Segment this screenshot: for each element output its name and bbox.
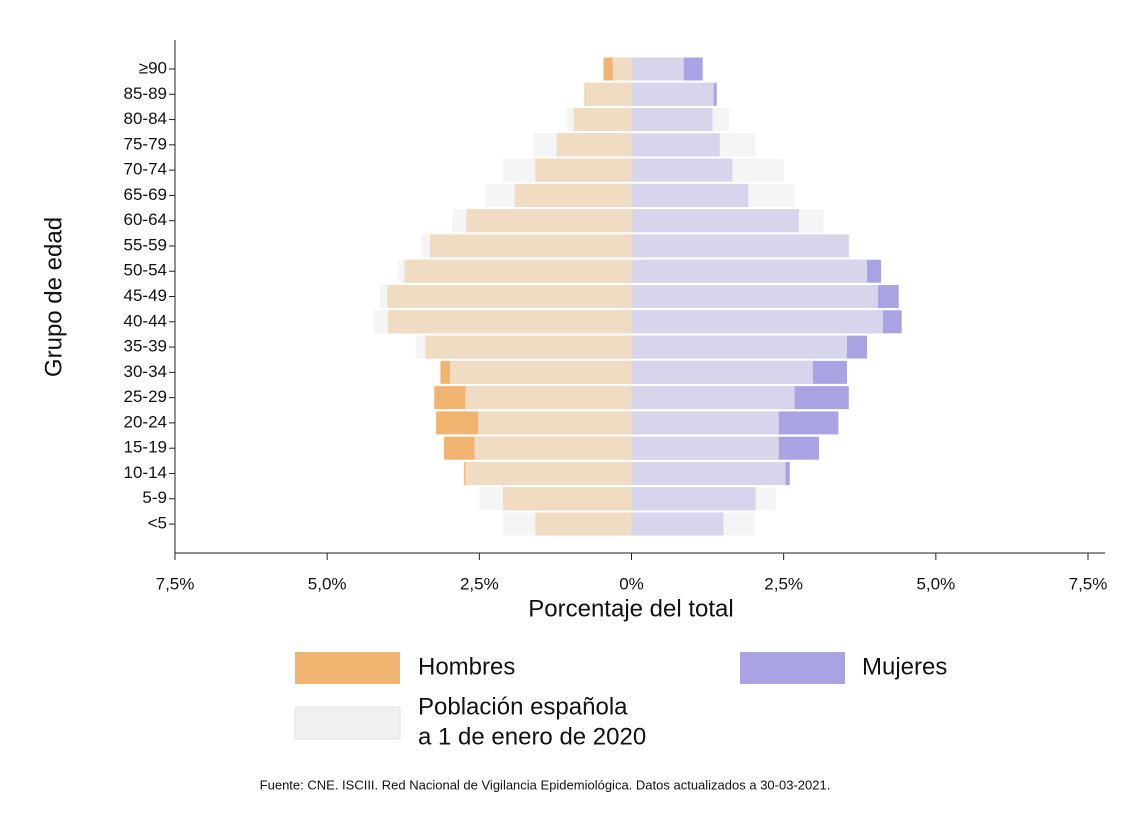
reference-bar	[478, 411, 632, 435]
reference-bar	[421, 234, 632, 258]
legend-label: Población española	[418, 693, 628, 720]
legend-label: Mujeres	[862, 653, 947, 680]
x-tick-label: 0%	[619, 574, 644, 593]
reference-bar	[479, 487, 632, 511]
y-tick-label: 55-59	[124, 235, 167, 254]
reference-bar	[631, 259, 868, 283]
x-tick-label: 7,5%	[156, 574, 195, 593]
reference-bar	[631, 386, 795, 410]
reference-bar	[465, 461, 632, 485]
legend-label: a 1 de enero de 2020	[418, 723, 646, 750]
x-tick-label: 2,5%	[764, 574, 803, 593]
y-tick-label: 50-54	[124, 261, 167, 280]
reference-bar	[631, 285, 879, 309]
y-tick-label: ≥90	[139, 58, 167, 77]
x-tick-label: 5,0%	[916, 574, 955, 593]
reference-bar	[373, 310, 632, 334]
reference-bar	[465, 386, 632, 410]
x-tick-label: 5,0%	[308, 574, 347, 593]
y-tick-label: 70-74	[124, 160, 167, 179]
y-tick-label: 65-69	[124, 185, 167, 204]
reference-bar	[450, 360, 632, 384]
reference-bar	[452, 209, 632, 233]
reference-bar	[631, 158, 784, 182]
reference-bar	[631, 133, 756, 157]
y-tick-label: 40-44	[124, 311, 167, 330]
reference-bar	[502, 512, 632, 536]
x-axis-label: Porcentaje del total	[528, 595, 733, 622]
reference-bar	[485, 183, 632, 207]
legend-label: Hombres	[418, 653, 515, 680]
y-tick-label: <5	[148, 514, 167, 533]
reference-bar	[631, 82, 714, 106]
x-tick-label: 2,5%	[460, 574, 499, 593]
reference-bar	[502, 158, 632, 182]
reference-bar	[398, 259, 632, 283]
y-tick-label: 35-39	[124, 337, 167, 356]
reference-bar	[631, 183, 795, 207]
legend-swatch	[295, 652, 400, 684]
y-tick-label: 60-64	[124, 210, 167, 229]
reference-bar	[585, 82, 632, 106]
y-tick-label: 85-89	[124, 84, 167, 103]
y-tick-label: 75-79	[124, 134, 167, 153]
source-note: Fuente: CNE. ISCIII. Red Nacional de Vig…	[260, 777, 831, 792]
y-axis-label: Grupo de edad	[40, 217, 67, 377]
y-tick-label: 15-19	[124, 438, 167, 457]
reference-bar	[631, 57, 684, 81]
reference-bar	[631, 108, 729, 132]
y-tick-label: 5-9	[142, 488, 167, 507]
reference-bar	[474, 436, 632, 460]
reference-bar	[631, 461, 786, 485]
reference-bar	[631, 411, 779, 435]
reference-bar	[631, 335, 847, 359]
reference-bar	[631, 436, 779, 460]
reference-bar	[415, 335, 632, 359]
y-tick-label: 30-34	[124, 362, 167, 381]
reference-bar	[631, 360, 813, 384]
reference-bar	[631, 209, 824, 233]
y-tick-label: 10-14	[124, 463, 167, 482]
reference-bar	[631, 310, 883, 334]
legend-swatch	[740, 652, 845, 684]
reference-bar	[612, 57, 632, 81]
reference-bar	[533, 133, 632, 157]
y-tick-label: 80-84	[124, 109, 167, 128]
legend-swatch	[294, 706, 401, 740]
y-tick-label: 25-29	[124, 387, 167, 406]
y-tick-label: 20-24	[124, 412, 167, 431]
reference-bar	[631, 487, 776, 511]
y-tick-label: 45-49	[124, 286, 167, 305]
reference-bar	[631, 512, 755, 536]
reference-bar	[566, 108, 632, 132]
reference-bar	[631, 234, 851, 258]
x-tick-label: 7,5%	[1069, 574, 1108, 593]
reference-bar	[380, 285, 632, 309]
